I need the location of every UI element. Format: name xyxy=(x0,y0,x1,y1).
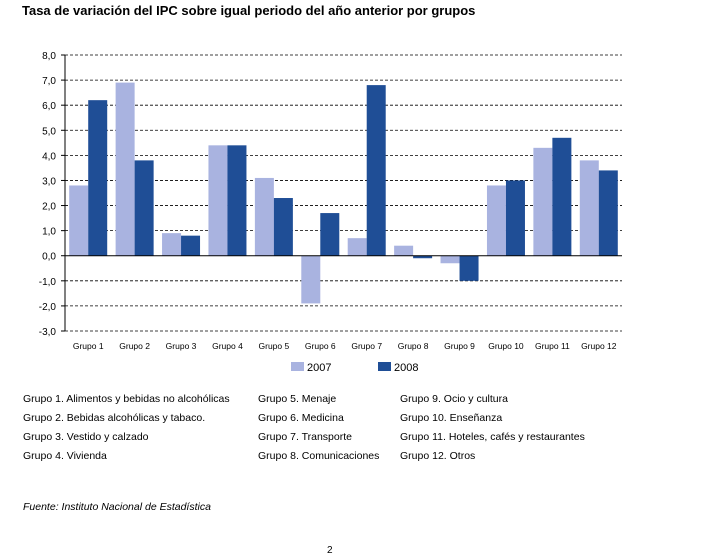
x-tick-label: Grupo 1 xyxy=(73,341,104,351)
group-legend-item: Grupo 6. Medicina xyxy=(258,412,344,424)
x-tick-label: Grupo 12 xyxy=(581,341,617,351)
group-legend-item: Grupo 12. Otros xyxy=(400,450,476,462)
bar-2008-12 xyxy=(598,170,618,256)
y-tick-label: 3,0 xyxy=(42,176,56,187)
group-description-legend: Grupo 1. Alimentos y bebidas no alcohóli… xyxy=(23,393,663,473)
x-tick-label: Grupo 8 xyxy=(398,341,429,351)
y-tick-label: 0,0 xyxy=(42,252,56,263)
group-legend-item: Grupo 7. Transporte xyxy=(258,431,352,443)
bar-2008-1 xyxy=(88,100,108,256)
legend-label-2007: 2007 xyxy=(307,362,331,374)
bar-2007-6 xyxy=(301,255,321,304)
bar-2008-5 xyxy=(273,198,293,256)
source-note: Fuente: Instituto Nacional de Estadístic… xyxy=(23,501,211,513)
x-tick-label: Grupo 5 xyxy=(259,341,290,351)
bar-2008-11 xyxy=(552,137,572,256)
bar-2007-7 xyxy=(347,238,367,256)
y-tick-label: 2,0 xyxy=(42,202,56,213)
bar-2007-11 xyxy=(533,147,553,256)
y-tick-label: -1,0 xyxy=(39,277,57,288)
page-number: 2 xyxy=(327,545,333,556)
group-legend-item: Grupo 1. Alimentos y bebidas no alcohóli… xyxy=(23,393,230,405)
bar-2008-2 xyxy=(134,160,154,256)
x-tick-label: Grupo 7 xyxy=(351,341,382,351)
group-legend-item: Grupo 11. Hoteles, cafés y restaurantes xyxy=(400,431,585,443)
y-axis-ticks: -3,0 -2,0 -1,0 0,0 1,0 2,0 3,0 4,0 5,0 6,0 7,0 8,0 xyxy=(39,51,65,338)
chart-title: Tasa de variación del IPC sobre igual pe… xyxy=(22,3,476,18)
group-legend-item: Grupo 8. Comunicaciones xyxy=(258,450,380,462)
bar-2007-12 xyxy=(579,160,599,256)
x-tick-label: Grupo 11 xyxy=(535,341,570,351)
bar-2008-8 xyxy=(413,255,433,259)
bar-2008-4 xyxy=(227,145,247,256)
bar-2007-8 xyxy=(394,245,414,256)
bar-2008-9 xyxy=(459,255,479,281)
bar-2007-4 xyxy=(208,145,228,256)
bar-2008-10 xyxy=(505,180,525,256)
y-tick-label: 5,0 xyxy=(42,126,56,137)
x-axis-ticks: Grupo 1 Grupo 2 Grupo 3 Grupo 4 Grupo 5 Grupo… xyxy=(73,341,617,351)
group-legend-item: Grupo 9. Ocio y cultura xyxy=(400,393,508,405)
series-legend: 2007 2008 xyxy=(291,362,418,374)
bar-2008-7 xyxy=(366,85,386,256)
bar-2007-1 xyxy=(69,185,89,256)
axes xyxy=(64,55,622,331)
y-tick-label: 8,0 xyxy=(42,51,56,62)
x-tick-label: Grupo 6 xyxy=(305,341,336,351)
group-legend-item: Grupo 5. Menaje xyxy=(258,393,337,405)
bar-2007-5 xyxy=(254,177,274,256)
x-tick-label: Grupo 4 xyxy=(212,341,243,351)
bar-2007-3 xyxy=(162,233,182,256)
y-tick-label: 6,0 xyxy=(42,101,56,112)
group-legend-item: Grupo 3. Vestido y calzado xyxy=(23,431,149,443)
y-tick-label: 4,0 xyxy=(42,151,56,162)
bar-2007-10 xyxy=(486,185,506,256)
y-tick-label: 7,0 xyxy=(42,76,56,87)
x-tick-label: Grupo 10 xyxy=(488,341,524,351)
bar-2008-6 xyxy=(320,213,340,256)
group-legend-item: Grupo 4. Vivienda xyxy=(23,450,107,462)
bars xyxy=(69,82,618,304)
x-tick-label: Grupo 2 xyxy=(119,341,150,351)
y-tick-label: 1,0 xyxy=(42,227,56,238)
x-tick-label: Grupo 3 xyxy=(166,341,197,351)
y-tick-label: -3,0 xyxy=(39,327,57,338)
bar-2007-2 xyxy=(115,82,135,256)
legend-swatch-2007 xyxy=(291,362,304,371)
legend-swatch-2008 xyxy=(378,362,391,371)
legend-label-2008: 2008 xyxy=(394,362,418,374)
x-tick-label: Grupo 9 xyxy=(444,341,475,351)
y-tick-label: -2,0 xyxy=(39,302,57,313)
bar-2008-3 xyxy=(181,235,201,256)
bar-chart: -3,0-2,0-1,00,01,02,03,04,05,06,07,08,0 … xyxy=(39,51,622,374)
group-legend-item: Grupo 10. Enseñanza xyxy=(400,412,503,424)
gridlines xyxy=(65,54,622,332)
group-legend-item: Grupo 2. Bebidas alcohólicas y tabaco. xyxy=(23,412,206,424)
bar-2007-9 xyxy=(440,255,460,264)
